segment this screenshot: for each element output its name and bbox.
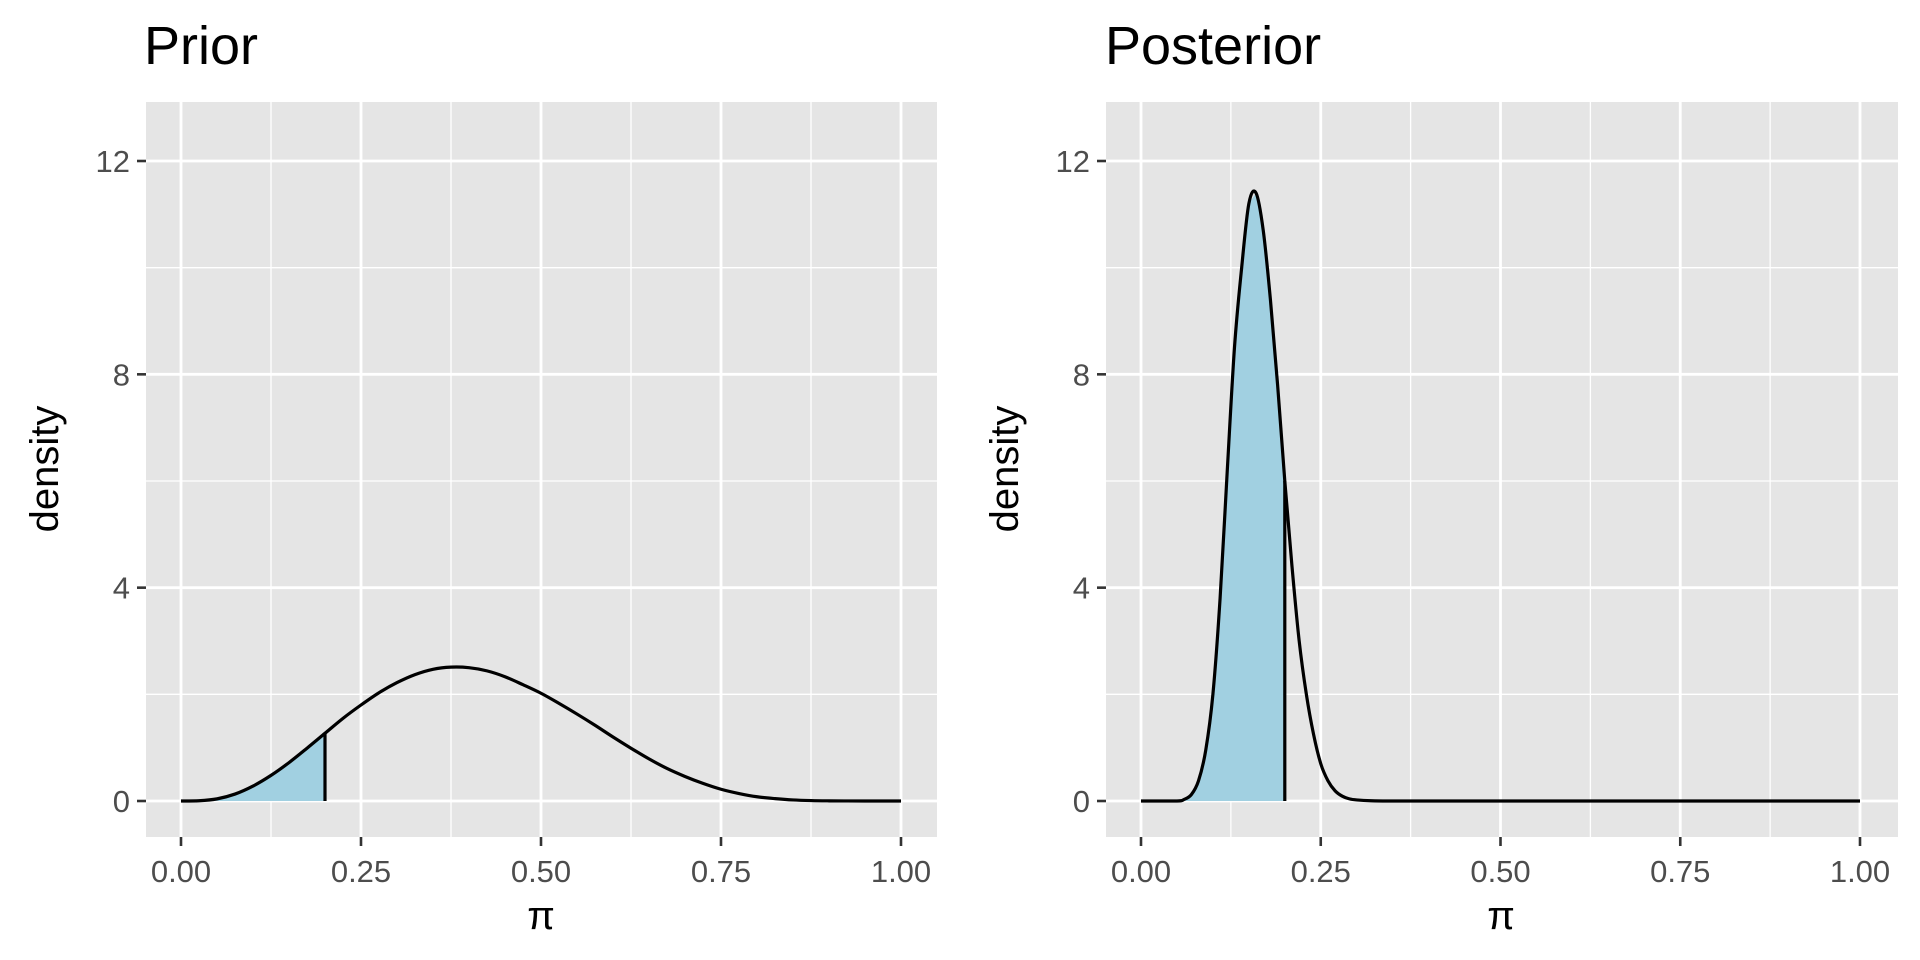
prior-x-tick-label: 1.00	[871, 854, 931, 889]
prior-x-tick-label: 0.00	[151, 854, 211, 889]
prior-panel: Prior 0.00 0.25 0.50 0.75 1.00 0 4 8 12 π densit…	[23, 16, 937, 938]
prior-grid	[146, 102, 937, 837]
prior-y-tick-label: 0	[113, 784, 130, 819]
posterior-x-tick-label: 0.75	[1650, 854, 1710, 889]
posterior-x-tick-label: 0.50	[1470, 854, 1530, 889]
prior-density-curve	[180, 665, 901, 803]
posterior-x-tick-label: 0.25	[1291, 854, 1351, 889]
posterior-shaded-area	[1141, 193, 1285, 801]
posterior-title: Posterior	[1105, 16, 1321, 76]
prior-shaded-area	[181, 733, 325, 801]
prior-axis-ticks: 0.00 0.25 0.50 0.75 1.00 0 4 8 12	[96, 144, 932, 889]
posterior-y-tick-label: 0	[1073, 784, 1090, 819]
posterior-x-axis-title: π	[1487, 894, 1515, 938]
posterior-y-axis-title: density	[983, 406, 1027, 533]
posterior-panel: Posterior 0.00 0.25 0.50 0.75 1.00 0 4 8 12 π de…	[983, 16, 1898, 938]
prior-title: Prior	[144, 16, 258, 76]
posterior-y-tick-label: 12	[1056, 144, 1090, 179]
posterior-x-tick-label: 1.00	[1830, 854, 1890, 889]
posterior-x-tick-label: 0.00	[1111, 854, 1171, 889]
prior-y-tick-label: 12	[96, 144, 130, 179]
posterior-grid	[1106, 102, 1898, 837]
posterior-density-curve	[1140, 189, 1860, 803]
prior-y-axis-title: density	[23, 406, 67, 533]
prior-x-tick-label: 0.50	[511, 854, 571, 889]
posterior-y-tick-label: 8	[1073, 357, 1090, 392]
prior-y-tick-label: 4	[113, 571, 130, 606]
prior-x-tick-label: 0.75	[691, 854, 751, 889]
posterior-y-tick-label: 4	[1073, 571, 1090, 606]
prior-y-tick-label: 8	[113, 357, 130, 392]
prior-x-axis-title: π	[527, 894, 555, 938]
posterior-axis-ticks: 0.00 0.25 0.50 0.75 1.00 0 4 8 12	[1056, 144, 1891, 889]
prior-x-tick-label: 0.25	[331, 854, 391, 889]
